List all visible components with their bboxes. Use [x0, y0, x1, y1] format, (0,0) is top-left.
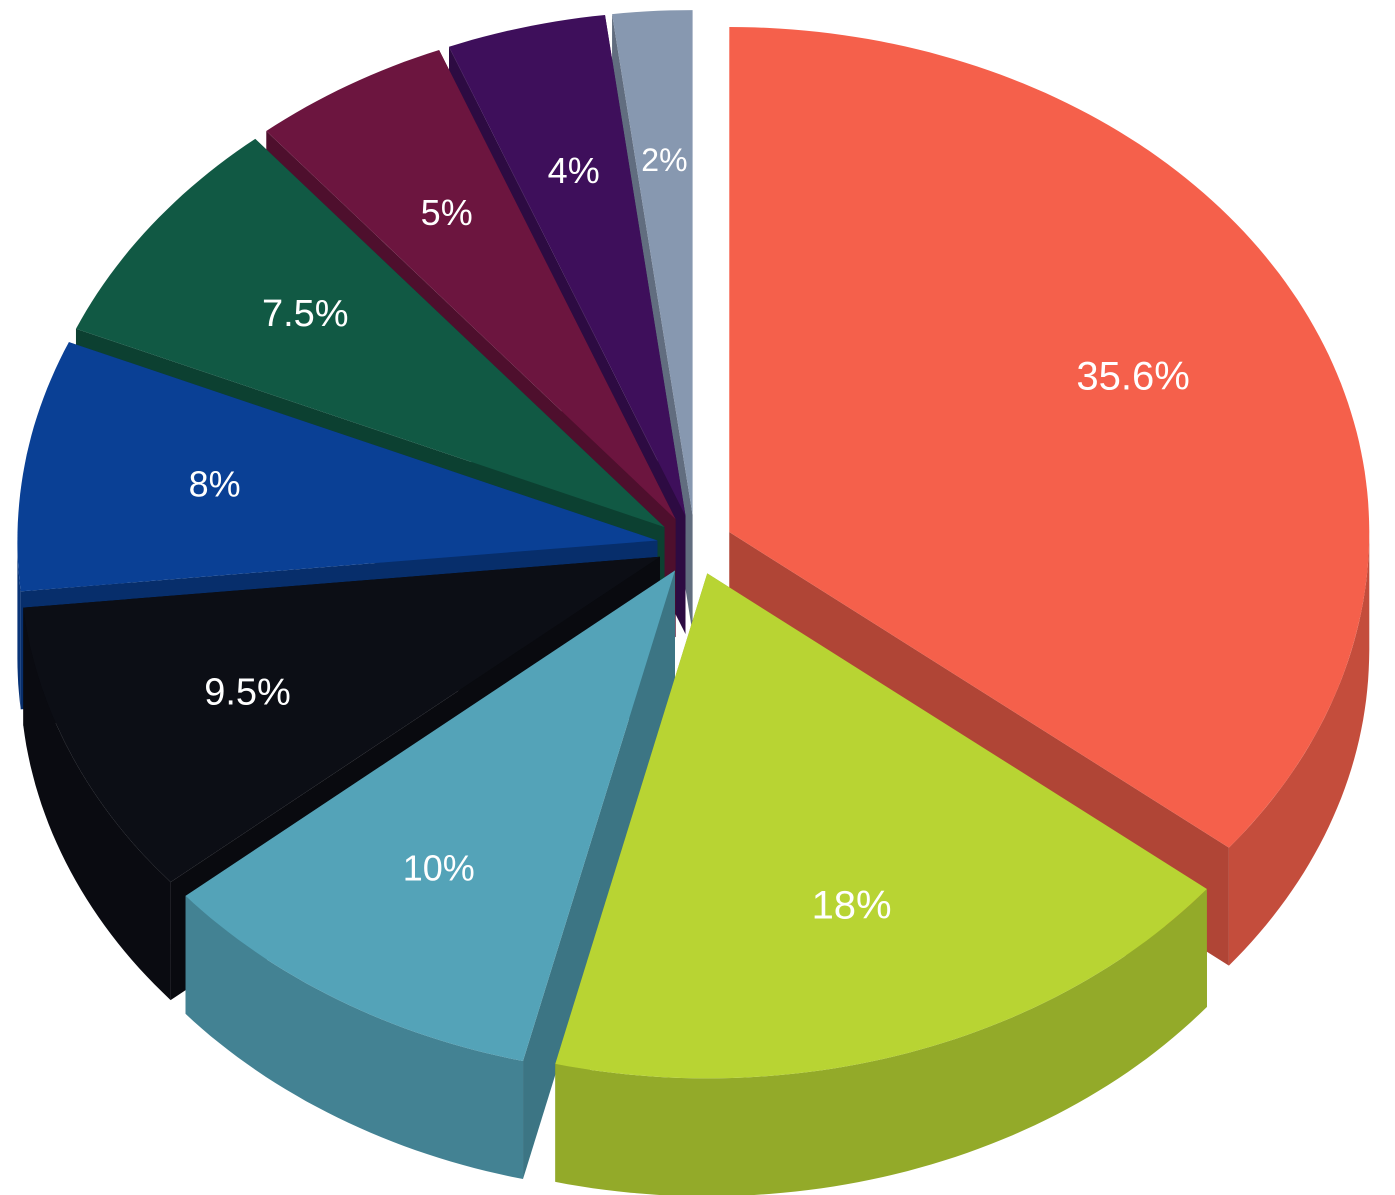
pie-slice-7	[449, 15, 686, 516]
slice-rim-3	[23, 607, 171, 1001]
slice-label-7: 4%	[548, 150, 600, 191]
slice-label-0: 35.6%	[1076, 354, 1189, 398]
slice-rim-4	[17, 540, 21, 710]
slice-rim-1	[555, 889, 1207, 1195]
slice-face-2-0	[523, 570, 675, 1180]
pie-slice-4	[17, 342, 658, 592]
pie-slice-1	[555, 573, 1207, 1079]
pie-slice-5	[76, 138, 665, 528]
slice-label-2: 10%	[403, 847, 475, 888]
slice-label-8: 2%	[641, 142, 687, 178]
slice-label-6: 5%	[421, 192, 473, 233]
slice-label-5: 7.5%	[262, 293, 349, 335]
pie-slice-2	[185, 570, 675, 1061]
slice-label-3: 9.5%	[204, 672, 291, 714]
pie-slice-6	[266, 50, 676, 520]
pie-slice-0	[729, 27, 1370, 848]
slice-labels: 35.6% 18% 10% 9.5% 8% 7.5% 5% 4% 2%	[189, 142, 1190, 928]
pie-slice-8	[612, 10, 693, 516]
slice-label-1: 18%	[812, 884, 892, 928]
slice-rim-2	[185, 895, 523, 1179]
slice-rim-0	[1228, 532, 1370, 966]
slice-label-4: 8%	[189, 464, 241, 505]
pie-slice-3	[23, 556, 661, 883]
slice-tops	[17, 10, 1370, 1079]
